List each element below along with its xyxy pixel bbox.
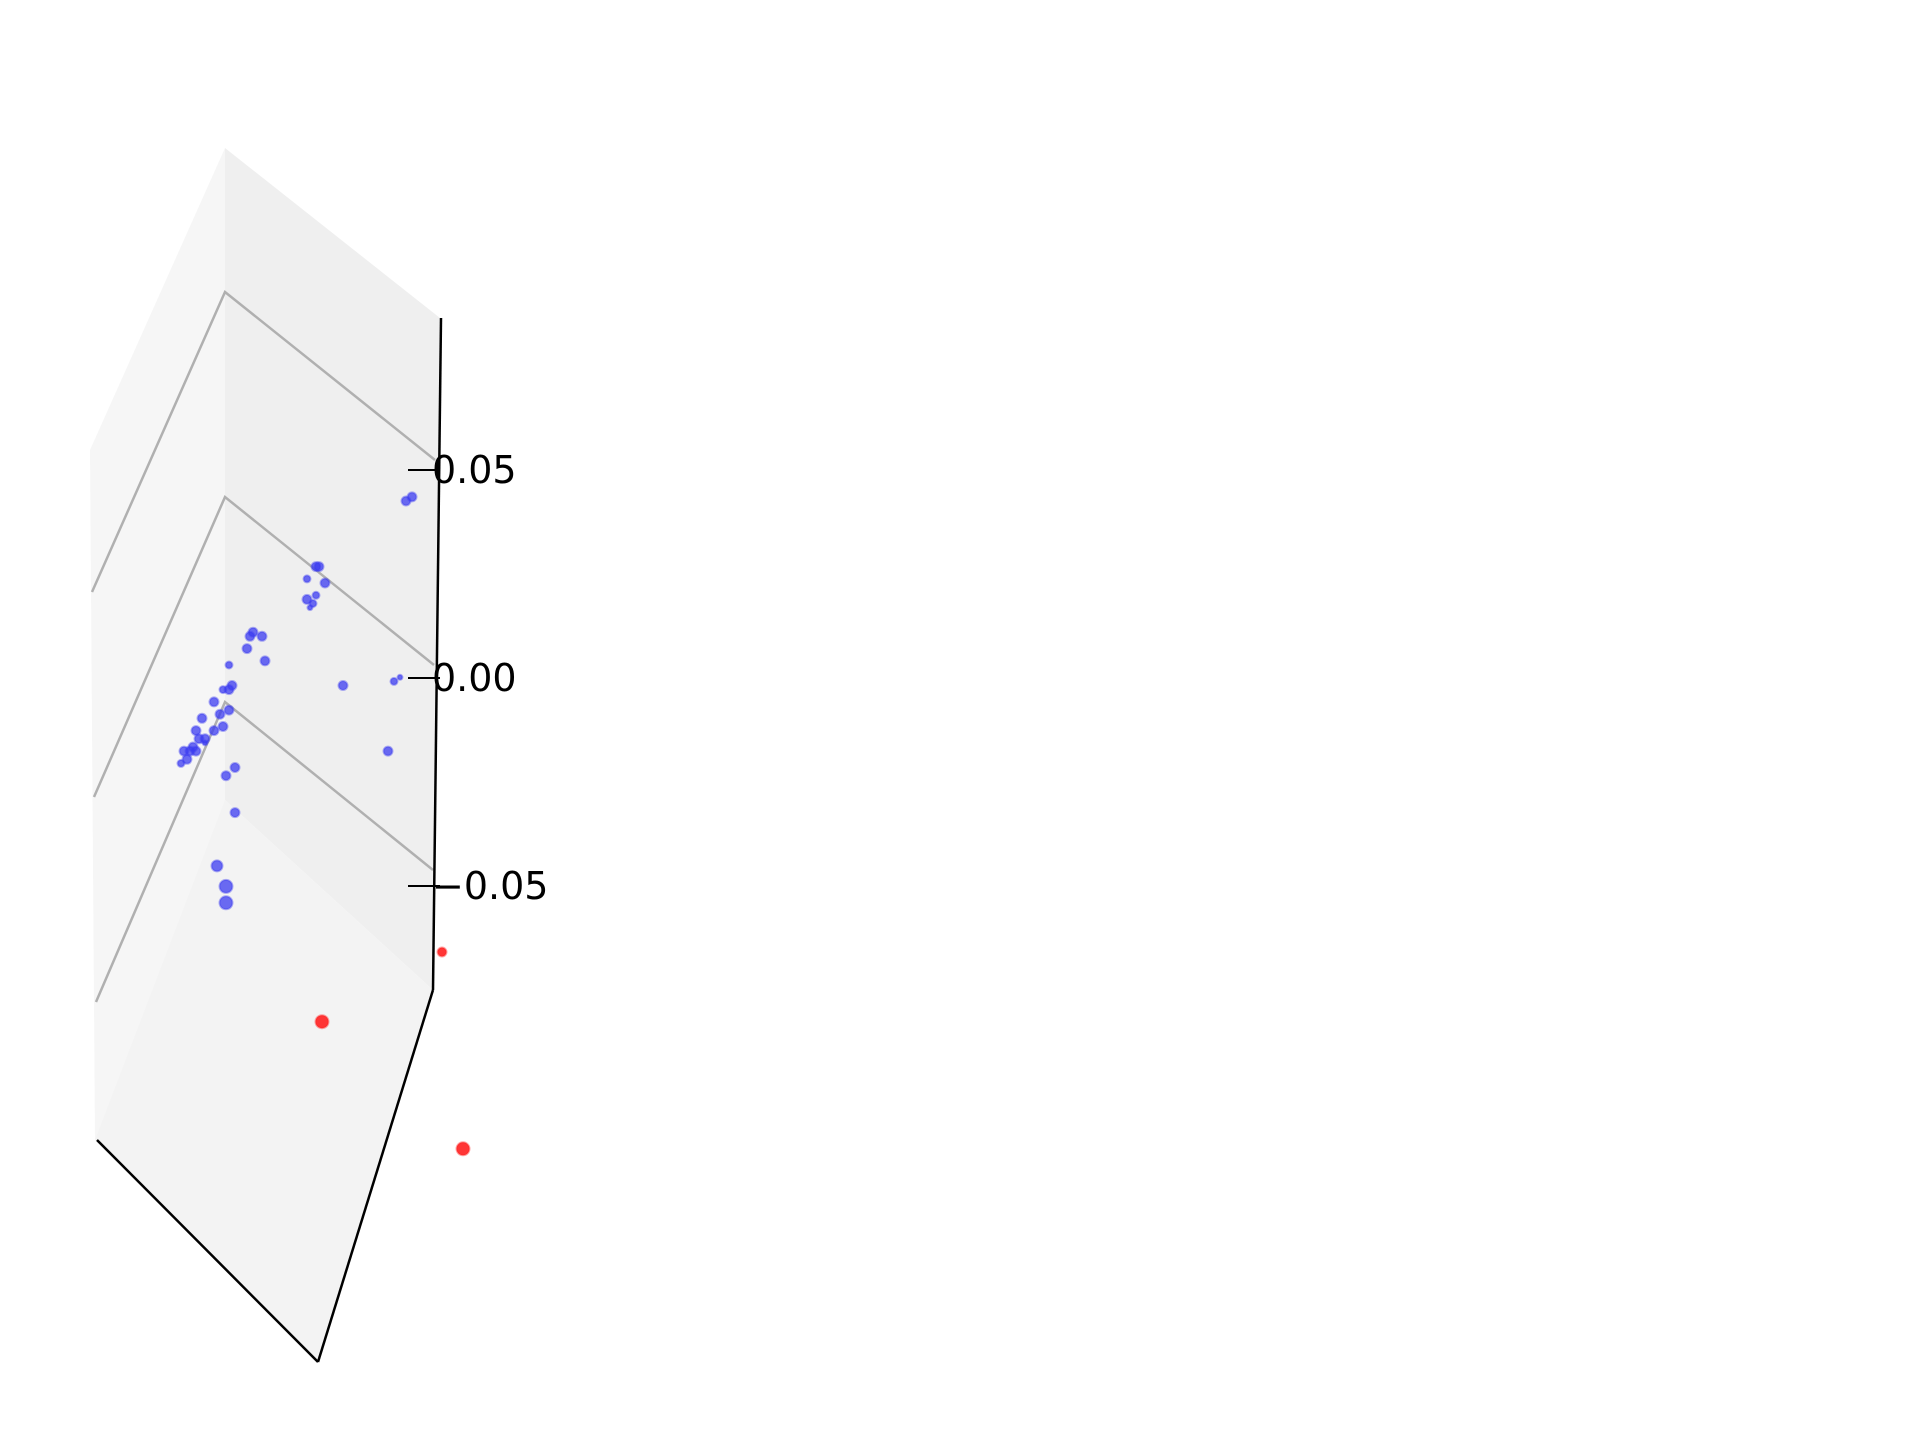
blue-data-point bbox=[241, 643, 253, 655]
blue-data-point bbox=[389, 676, 399, 686]
left-y-axis-line bbox=[96, 1139, 319, 1363]
data-points bbox=[176, 491, 471, 1157]
z-tick-label: 0.05 bbox=[432, 448, 517, 492]
blue-data-point bbox=[210, 859, 224, 873]
z-tick-label: −0.05 bbox=[432, 864, 548, 908]
blue-data-point bbox=[224, 660, 234, 670]
blue-data-point bbox=[256, 630, 268, 642]
front-x-axis-line bbox=[316, 989, 435, 1363]
blue-data-point bbox=[337, 680, 349, 691]
red-data-point bbox=[436, 946, 448, 958]
right-back-pane bbox=[225, 148, 440, 990]
red-data-point bbox=[455, 1141, 471, 1157]
blue-data-point bbox=[218, 878, 234, 894]
axis-lines bbox=[96, 317, 443, 1363]
z-tick-label: 0.00 bbox=[432, 656, 517, 700]
blue-data-point bbox=[176, 758, 186, 768]
blue-data-point bbox=[229, 762, 241, 773]
blue-data-point bbox=[217, 721, 229, 732]
grid-lines bbox=[90, 290, 436, 1003]
blue-data-point bbox=[223, 704, 235, 716]
blue-data-point bbox=[226, 680, 238, 691]
blue-data-point bbox=[208, 725, 220, 737]
blue-data-point bbox=[319, 577, 331, 589]
blue-data-point bbox=[220, 770, 232, 782]
blue-data-point bbox=[302, 574, 312, 584]
z-gridline bbox=[90, 290, 436, 593]
blue-data-point bbox=[218, 895, 234, 911]
blue-data-point bbox=[259, 655, 271, 667]
blue-data-point bbox=[313, 561, 325, 573]
blue-data-point bbox=[201, 739, 209, 747]
z-gridline bbox=[94, 699, 434, 1003]
blue-data-point bbox=[214, 708, 226, 720]
blue-data-point bbox=[229, 807, 241, 819]
blue-data-point bbox=[406, 491, 418, 503]
blue-data-point bbox=[306, 604, 314, 612]
blue-data-point bbox=[382, 745, 394, 757]
blue-data-point bbox=[311, 590, 321, 600]
blue-data-point bbox=[190, 725, 202, 737]
blue-data-point bbox=[178, 745, 190, 757]
red-data-point bbox=[314, 1014, 330, 1030]
blue-data-point bbox=[181, 753, 193, 765]
z-ticks: 0.05 0.00 −0.05 bbox=[408, 448, 548, 908]
blue-data-point bbox=[196, 712, 208, 724]
blue-data-point bbox=[308, 599, 318, 608]
z-gridline bbox=[92, 495, 435, 798]
blue-data-point bbox=[208, 696, 220, 708]
z-axis-line bbox=[431, 317, 443, 991]
blue-data-point bbox=[244, 630, 256, 642]
blue-data-point bbox=[396, 673, 404, 681]
blue-data-point bbox=[301, 593, 313, 605]
